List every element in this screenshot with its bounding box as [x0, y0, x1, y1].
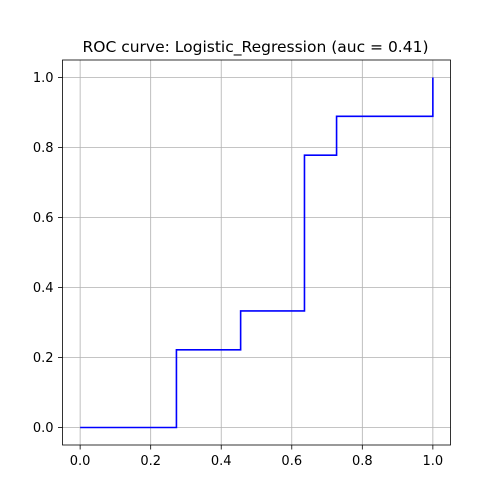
y-tick-label: 0.6 [33, 211, 54, 226]
series-layer [80, 77, 434, 429]
x-tick-label: 0.4 [211, 454, 232, 469]
x-tick-label: 1.0 [423, 454, 444, 469]
plot-area [62, 60, 451, 445]
y-tick-label: 0.0 [33, 421, 54, 436]
x-tick-label: 0.0 [70, 454, 91, 469]
y-tick-label: 0.4 [33, 281, 54, 296]
x-axis: 0.0 0.2 0.4 0.6 0.8 1.0 [70, 445, 443, 469]
y-axis: 0.0 0.2 0.4 0.6 0.8 1.0 [33, 71, 63, 436]
x-tick-label: 0.2 [140, 454, 161, 469]
axes-frame [62, 59, 451, 446]
chart-title: ROC curve: Logistic_Regression (auc = 0.… [82, 38, 428, 57]
y-tick-label: 0.2 [33, 351, 54, 366]
grid [62, 60, 451, 445]
roc-curve-line [80, 77, 434, 429]
y-tick-label: 0.8 [33, 141, 54, 156]
y-tick-label: 1.0 [33, 71, 54, 86]
x-tick-label: 0.6 [281, 454, 302, 469]
x-tick-label: 0.8 [352, 454, 373, 469]
